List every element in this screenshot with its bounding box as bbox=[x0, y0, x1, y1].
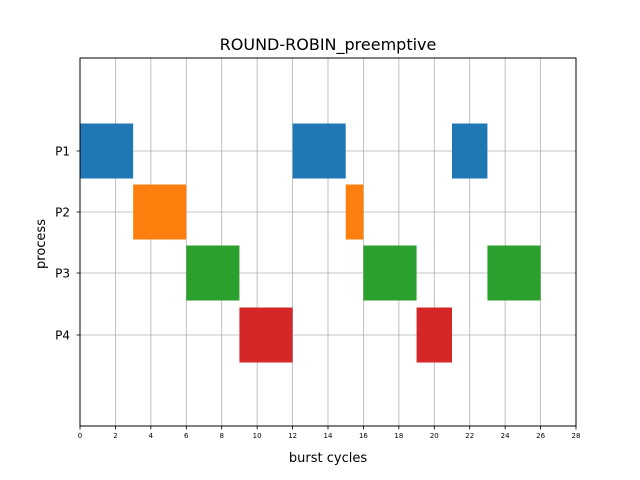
y-axis-ticks: P1 P2 P3 P4 bbox=[55, 145, 80, 343]
x-tick-label: 6 bbox=[184, 432, 189, 440]
x-tick-label: 12 bbox=[288, 432, 297, 440]
x-axis-ticks: 0 2 4 6 8 10 12 14 16 18 20 22 24 26 28 bbox=[78, 426, 581, 440]
bar-p1 bbox=[452, 123, 488, 179]
x-tick-label: 24 bbox=[501, 432, 510, 440]
y-axis-label: process bbox=[34, 219, 49, 269]
x-tick-label: 18 bbox=[394, 432, 403, 440]
bar-p2 bbox=[345, 184, 364, 240]
y-tick-label: P1 bbox=[55, 145, 70, 159]
x-tick-label: 28 bbox=[572, 432, 581, 440]
bar-p3 bbox=[186, 245, 240, 301]
bar-p2 bbox=[133, 184, 187, 240]
bar-p1 bbox=[292, 123, 346, 179]
x-tick-label: 4 bbox=[149, 432, 154, 440]
x-tick-label: 14 bbox=[324, 432, 333, 440]
bar-p3 bbox=[487, 245, 541, 301]
grid-lines bbox=[79, 58, 577, 426]
bar-p4 bbox=[239, 307, 293, 363]
bar-p4 bbox=[416, 307, 452, 363]
y-tick-label: P2 bbox=[55, 206, 70, 220]
x-tick-label: 26 bbox=[536, 432, 545, 440]
x-tick-label: 2 bbox=[113, 432, 117, 440]
x-tick-label: 10 bbox=[253, 432, 262, 440]
bar-p3 bbox=[363, 245, 417, 301]
x-axis-label: burst cycles bbox=[289, 451, 367, 466]
process-bars bbox=[80, 123, 541, 363]
chart-title: ROUND-ROBIN_preemptive bbox=[220, 35, 437, 55]
y-tick-label: P3 bbox=[55, 267, 70, 281]
x-tick-label: 8 bbox=[219, 432, 223, 440]
y-tick-label: P4 bbox=[55, 329, 70, 343]
bar-p1 bbox=[80, 123, 134, 179]
x-tick-label: 16 bbox=[359, 432, 368, 440]
x-tick-label: 20 bbox=[430, 432, 439, 440]
x-tick-label: 0 bbox=[78, 432, 82, 440]
x-tick-label: 22 bbox=[465, 432, 474, 440]
